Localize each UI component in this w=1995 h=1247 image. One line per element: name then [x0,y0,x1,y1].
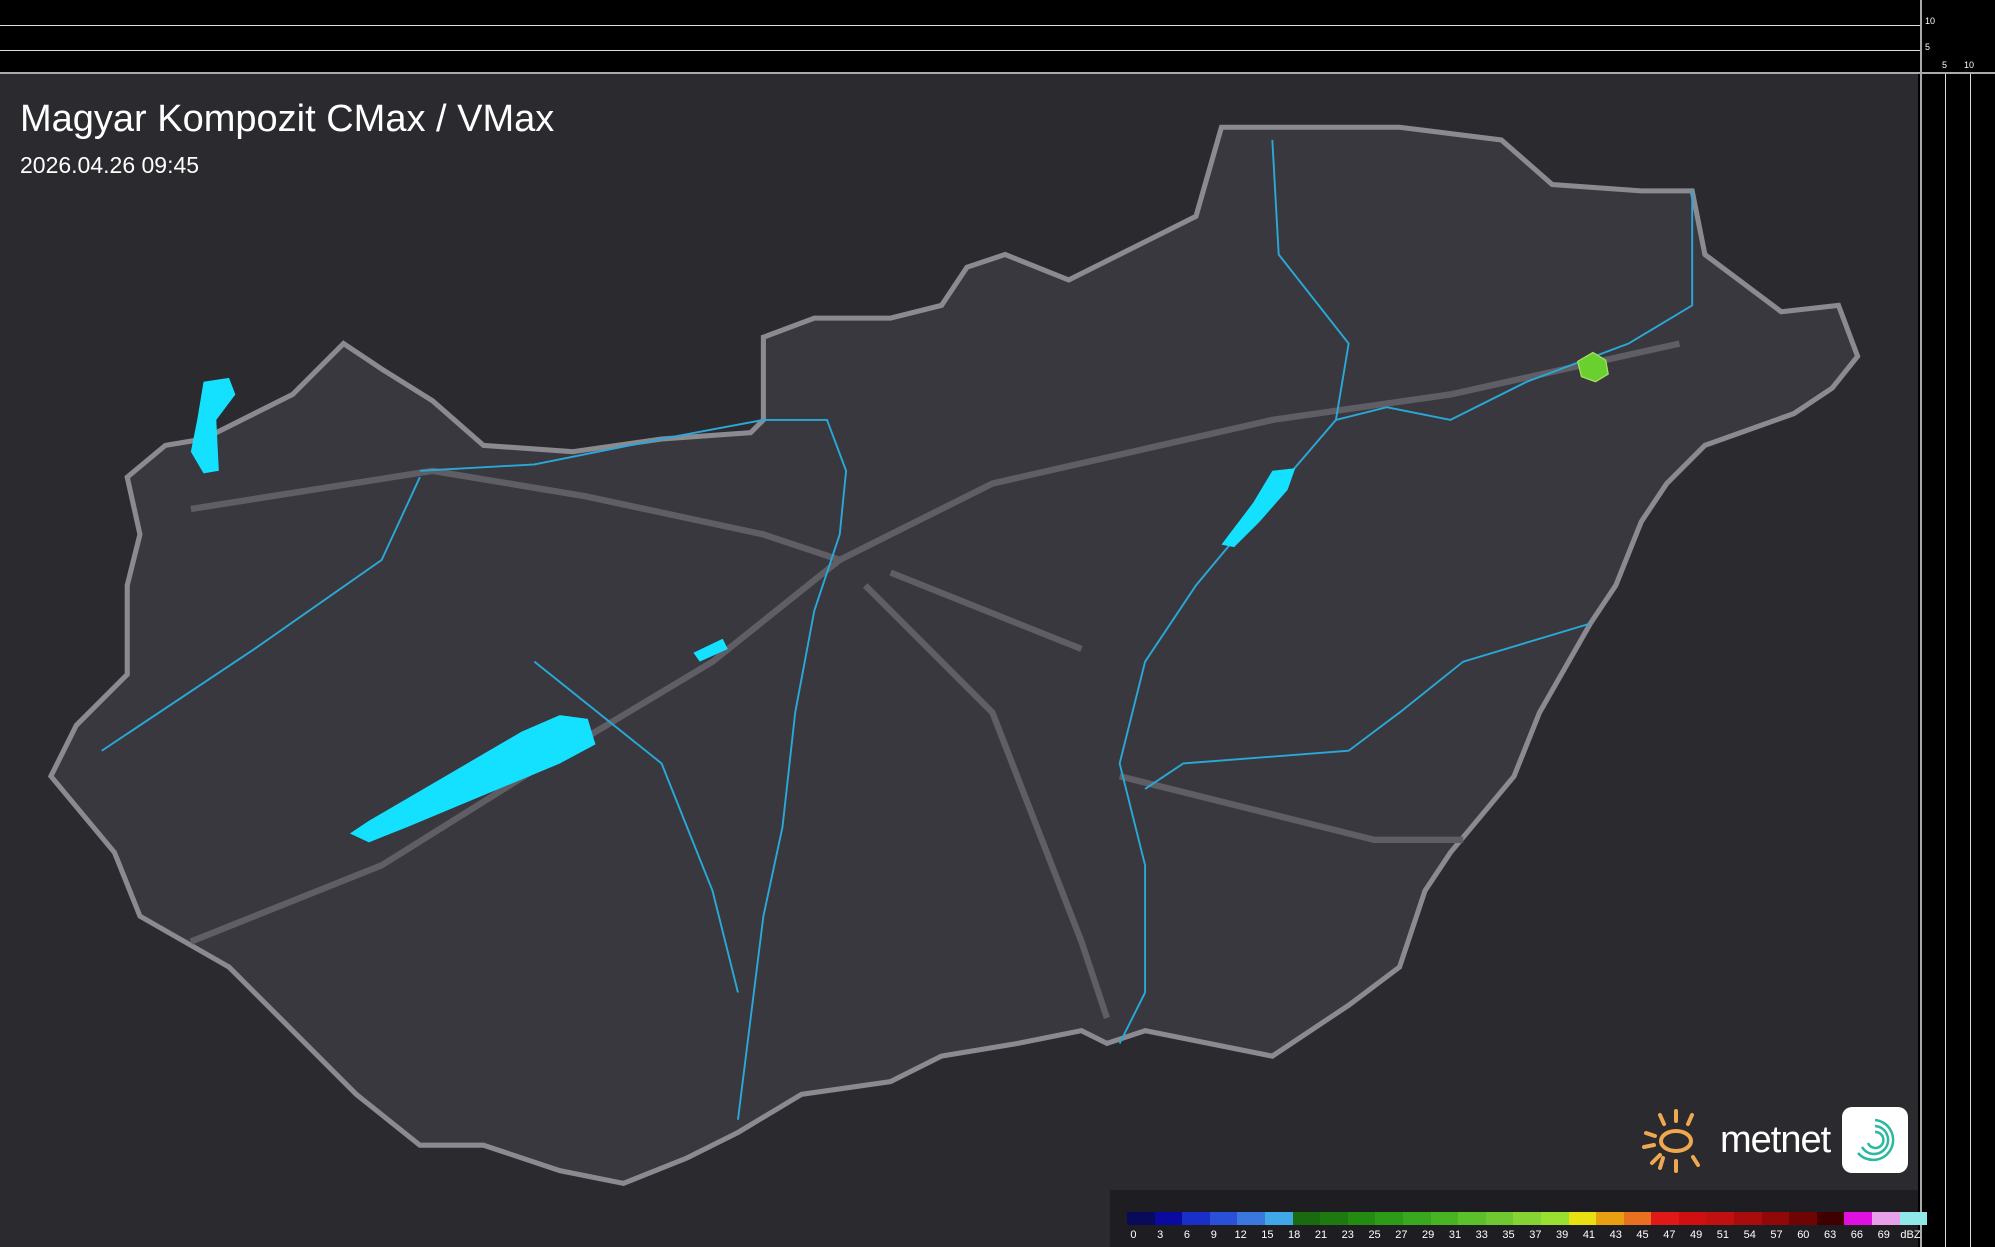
legend-label: 29 [1422,1229,1435,1241]
lake-balaton [349,715,596,843]
legend-swatch [1513,1212,1541,1225]
grid-line-5v [1945,73,1946,1247]
legend-swatch [1154,1212,1183,1225]
legend-swatch [1320,1212,1348,1225]
legend-swatch [1734,1212,1762,1225]
legend-swatch [1402,1212,1431,1225]
legend-label: 49 [1690,1229,1703,1241]
legend-swatch [1264,1212,1293,1225]
legend-label: 21 [1314,1229,1328,1241]
legend-color-bar [1127,1212,1928,1225]
legend-label: 54 [1743,1229,1756,1241]
legend-label: 25 [1368,1229,1381,1241]
legend-label: 31 [1448,1229,1462,1241]
dbz-color-legend: 0 3 6 9 12 15 18 21 23 25 27 29 31 33 35 37 39 41 43 45 47 49… [1110,1190,1928,1247]
legend-label: 45 [1636,1229,1649,1241]
legend-swatch [1651,1212,1679,1225]
legend-swatch [1899,1212,1928,1225]
legend-label: 60 [1797,1229,1810,1241]
legend-label: 0 [1130,1229,1137,1241]
legend-swatch [1237,1212,1265,1225]
legend-label: 12 [1234,1229,1247,1241]
legend-swatch [1375,1212,1403,1225]
legend-label: 63 [1823,1229,1837,1241]
legend-swatch [1430,1212,1459,1225]
grid-line-10 [0,25,1920,26]
lake-velence [693,638,728,662]
lake-ferto [190,377,236,474]
side-axis [1920,0,1922,1247]
legend-label: 18 [1288,1229,1301,1241]
legend-label: 6 [1183,1229,1191,1241]
precipitation-echo [1576,351,1609,383]
top-axis [0,72,1995,74]
legend-label: 35 [1502,1229,1515,1241]
legend-unit: dBZ [1900,1229,1921,1241]
legend-swatch [1816,1212,1845,1225]
roads [189,340,1681,1019]
legend-swatch [1678,1212,1707,1225]
legend-swatch [1706,1212,1735,1225]
legend-swatch [1347,1212,1376,1225]
legend-label: 43 [1609,1229,1622,1241]
legend-label: 47 [1663,1229,1676,1241]
legend-label: 23 [1341,1229,1354,1241]
legend-swatch [1568,1212,1597,1225]
radar-map[interactable] [0,73,1918,1247]
top-profile-panel [0,0,1920,72]
legend-swatch [1789,1212,1817,1225]
side-profile-panel [1920,0,1995,1247]
legend-swatch [1127,1212,1155,1225]
legend-label: 39 [1556,1229,1569,1241]
legend-label: 66 [1850,1229,1864,1241]
legend-swatch [1844,1212,1873,1225]
legend-swatch [1485,1212,1514,1225]
legend-swatch [1623,1212,1652,1225]
rivers [101,139,1694,1120]
legend-labels: 0 3 6 9 12 15 18 21 23 25 27 29 31 33 35 37 39 41 43 45 47 49… [1120,1229,1924,1241]
tick-label: 5 [1925,42,1931,52]
legend-swatch [1540,1212,1569,1225]
legend-swatch [1182,1212,1210,1225]
legend-swatch [1292,1212,1321,1225]
sun-icon [1642,1109,1700,1173]
hungary-country [47,124,1861,1187]
legend-label: 27 [1395,1229,1408,1241]
legend-label: 37 [1529,1229,1542,1241]
logo-text: metnet [1720,1118,1831,1161]
tick-label: 5 [1942,60,1948,70]
legend-label: 57 [1770,1229,1783,1241]
legend-swatch [1872,1212,1900,1225]
legend-label: 3 [1157,1229,1164,1241]
lake-tisza [1221,468,1296,548]
legend-label: 41 [1582,1229,1596,1241]
legend-label: 9 [1210,1229,1217,1241]
legend-label: 69 [1877,1229,1890,1241]
tick-label: 10 [1925,16,1936,26]
legend-label: 33 [1475,1229,1488,1241]
legend-swatch [1761,1212,1790,1225]
legend-swatch [1596,1212,1624,1225]
metnet-swirl-app-icon [1842,1107,1909,1173]
metnet-logo: metnet [1638,1105,1909,1175]
grid-line-10v [1970,73,1971,1247]
tick-label: 10 [1964,60,1975,70]
lakes [190,377,1296,843]
legend-swatch [1458,1212,1486,1225]
legend-label: 51 [1716,1229,1730,1241]
map-title: Magyar Kompozit CMax / VMax [20,98,555,140]
legend-label: 15 [1261,1229,1274,1241]
legend-swatch [1209,1212,1238,1225]
map-timestamp: 2026.04.26 09:45 [20,152,200,178]
grid-line-5 [0,50,1920,51]
